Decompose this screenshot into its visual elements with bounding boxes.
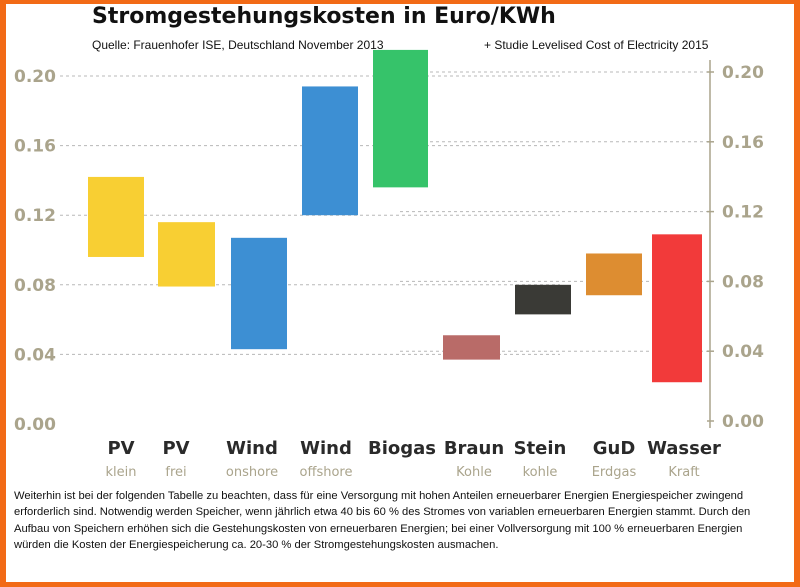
y-tick-label-right: 0.20 bbox=[722, 63, 764, 83]
category-labels: PV klein PV frei Wind onshore Wind offshore Biog… bbox=[106, 438, 722, 480]
category-label-sub: onshore bbox=[226, 465, 278, 480]
bar-stein-kohle bbox=[515, 284, 571, 315]
y-tick-label-right: 0.12 bbox=[722, 203, 764, 223]
category-label-sub: Erdgas bbox=[592, 465, 637, 480]
bar-biogas bbox=[373, 49, 428, 188]
category-label-main: PV bbox=[107, 438, 134, 459]
bar-braun-kohle bbox=[443, 335, 500, 360]
source-caption: Quelle: Frauenhofer ISE, Deutschland Nov… bbox=[92, 38, 384, 52]
category-label-sub: offshore bbox=[300, 465, 353, 480]
category-label-main: Stein bbox=[514, 438, 567, 459]
category-label-main: Wind bbox=[300, 438, 352, 459]
category-label-main: GuD bbox=[593, 438, 636, 459]
category-label-main: Wasser bbox=[647, 438, 721, 459]
bar-pv-klein bbox=[88, 176, 144, 257]
bar-wind-onshore bbox=[231, 237, 287, 350]
bar-pv-frei bbox=[158, 222, 215, 287]
y-tick-label-right: 0.04 bbox=[722, 342, 764, 362]
category-label-main: Biogas bbox=[368, 438, 436, 459]
category-label-main: Braun bbox=[444, 438, 504, 459]
chart-title: Stromgestehungskosten in Euro/KWh bbox=[92, 4, 556, 29]
category-label-main: Wind bbox=[226, 438, 278, 459]
category-label-main: PV bbox=[162, 438, 189, 459]
study-caption: + Studie Levelised Cost of Electricity 2… bbox=[484, 38, 709, 52]
bar-wasser-kraft bbox=[652, 234, 702, 383]
y-tick-label-left: 0.20 bbox=[14, 67, 56, 87]
y-tick-label-left: 0.00 bbox=[14, 415, 56, 435]
y-axis-left: 0.00 0.04 0.08 0.12 0.16 0.20 bbox=[14, 67, 56, 435]
category-label-sub: kohle bbox=[523, 465, 558, 480]
y-tick-label-left: 0.04 bbox=[14, 345, 56, 365]
category-label-sub: Kraft bbox=[668, 465, 699, 480]
y-tick-label-right: 0.16 bbox=[722, 133, 764, 153]
bar-wind-offshore bbox=[302, 86, 358, 216]
category-label-sub: frei bbox=[165, 465, 186, 480]
footnote-text: Weiterhin ist bei der folgenden Tabelle … bbox=[14, 490, 751, 551]
y-tick-label-left: 0.16 bbox=[14, 137, 56, 157]
category-label-sub: klein bbox=[106, 465, 137, 480]
category-label-sub: Kohle bbox=[456, 465, 492, 480]
y-axis-right: 0.00 0.04 0.08 0.12 0.16 0.20 bbox=[707, 60, 764, 432]
bar-gud-erdgas bbox=[586, 253, 642, 296]
y-tick-label-left: 0.12 bbox=[14, 206, 56, 226]
y-tick-label-right: 0.00 bbox=[722, 412, 764, 432]
y-tick-label-right: 0.08 bbox=[722, 272, 764, 292]
bars bbox=[88, 49, 702, 383]
y-tick-label-left: 0.08 bbox=[14, 276, 56, 296]
